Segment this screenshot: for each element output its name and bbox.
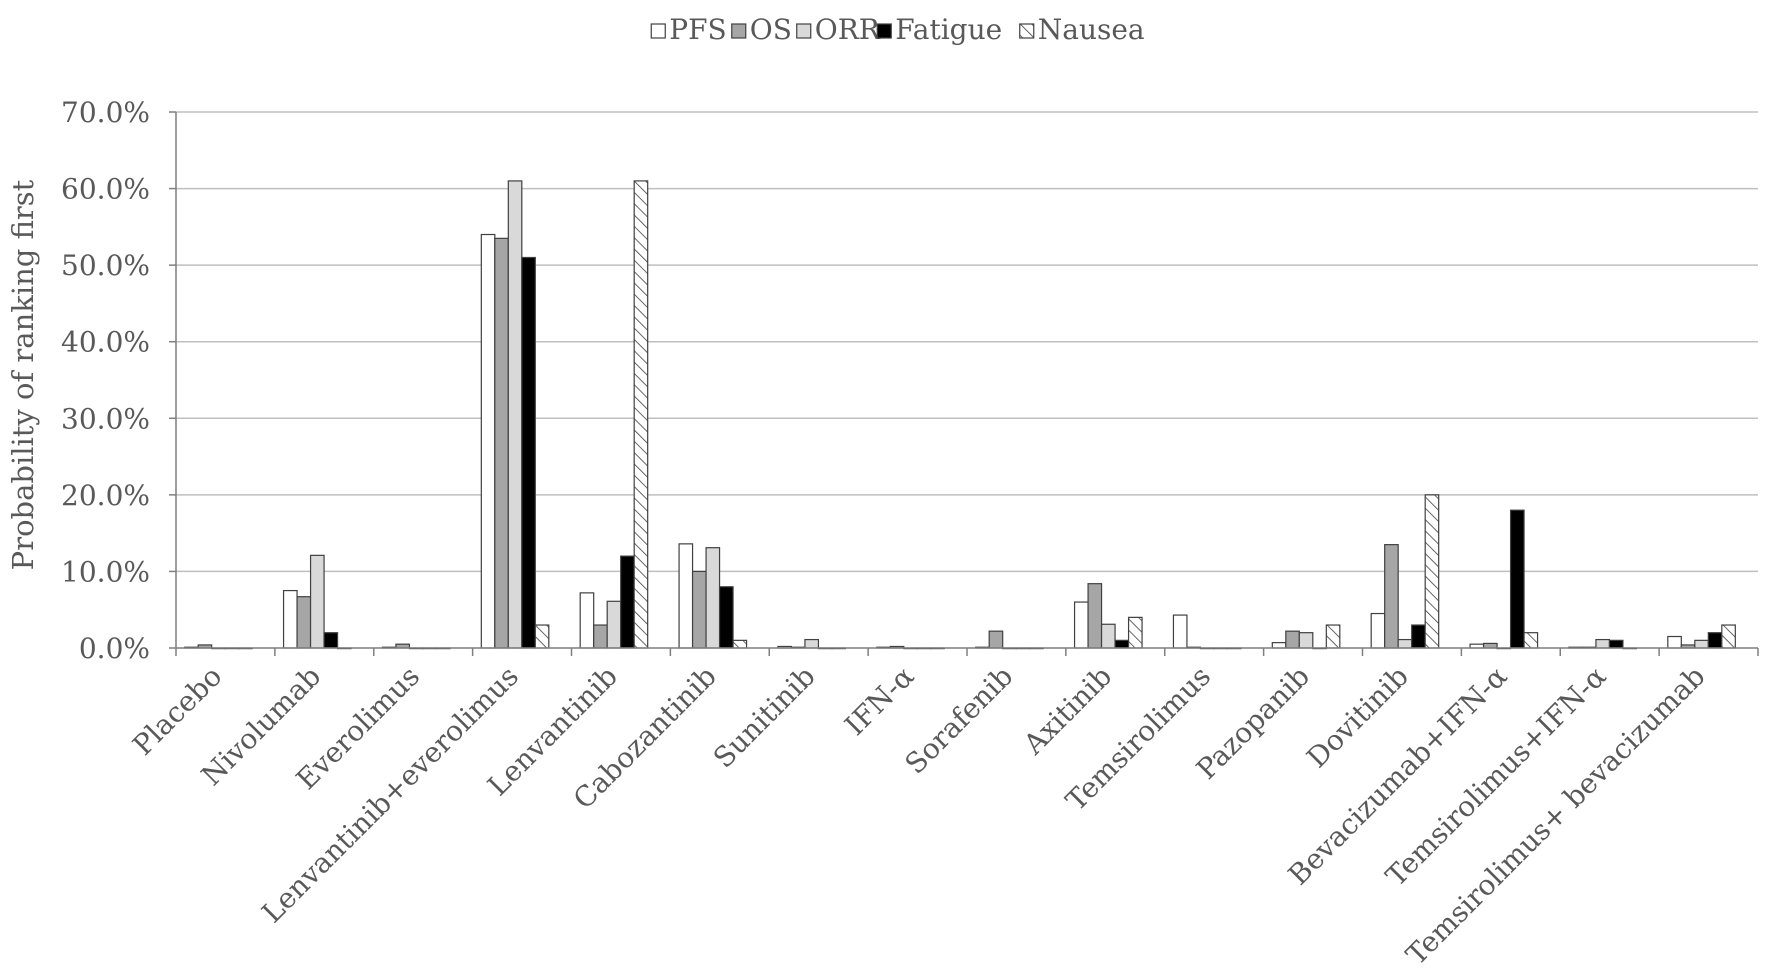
y-tick-label: 20.0% [61,479,150,512]
bar-fatigue-1 [323,632,339,649]
x-tick-label: IFN-α [838,660,920,742]
x-tick-label: Placebo [126,660,228,762]
bar-pfs-10 [1172,614,1188,649]
bar-os-11 [1285,630,1300,649]
bar-fatigue-14 [1608,639,1624,649]
bar-pfs-9 [1073,601,1089,649]
y-tick-label: 40.0% [61,326,150,359]
bar-pfs-4 [579,592,595,649]
legend: PFS OS ORR Fatigue Nausea [650,13,1145,46]
axes: 0.0% 10.0% 20.0% 30.0% 40.0% 50.0% 60.0% 70.0% P… [61,96,1759,971]
legend-swatch-pfs [650,23,666,39]
bar-fatigue-4 [620,555,635,649]
bar-fatigue-13 [1509,509,1525,649]
bar-pfs-1 [282,589,298,649]
grid-lines [176,111,1758,573]
bar-orr-15 [1694,639,1709,649]
legend-swatch-fatigue [876,23,892,39]
bar-os-3 [494,237,509,649]
bar-orr-3 [507,180,523,649]
bar-orr-1 [309,554,325,649]
y-tick-label: 70.0% [61,96,150,129]
y-tick-label: 60.0% [61,173,150,206]
bar-pfs-11 [1271,642,1287,649]
bar-nausea-15 [1721,624,1736,649]
bar-nausea-3 [534,624,550,649]
legend-swatch-orr [796,23,812,39]
bars [184,180,1736,650]
bar-pfs-3 [480,233,496,649]
bar-fatigue-5 [718,586,734,649]
bar-nausea-13 [1523,632,1539,649]
bar-fatigue-15 [1707,632,1723,649]
bar-orr-4 [606,600,622,649]
bar-orr-12 [1397,638,1413,649]
legend-label-nausea: Nausea [1038,13,1145,46]
legend-label-pfs: PFS [669,13,726,46]
bar-nausea-12 [1424,494,1440,649]
bar-nausea-9 [1127,616,1143,649]
y-tick-label: 0.0% [79,632,150,665]
bar-nausea-5 [732,639,748,649]
bar-nausea-11 [1325,624,1341,649]
legend-swatch-nausea [1019,23,1035,39]
bar-fatigue-3 [521,256,536,649]
bar-orr-5 [705,547,721,649]
bar-os-4 [593,624,608,649]
bar-nausea-4 [633,180,649,649]
y-axis-title: Probability of ranking first [6,179,40,570]
bar-os-1 [296,596,312,649]
legend-label-orr: ORR [815,13,881,46]
legend-label-os: OS [750,13,792,46]
bar-orr-14 [1595,638,1611,649]
bar-os-12 [1384,544,1399,649]
x-tick-label: Sorafenib [898,660,1019,781]
x-tick-label: Axitinib [1016,660,1118,762]
bar-os-5 [691,570,707,649]
bar-orr-11 [1298,632,1314,649]
y-tick-label: 10.0% [61,555,150,588]
bar-pfs-15 [1667,635,1682,649]
legend-swatch-os [731,23,747,39]
bar-fatigue-9 [1114,639,1130,649]
x-tick-label: Sunitinib [707,660,822,775]
y-tick-label: 30.0% [61,402,150,435]
bar-pfs-12 [1370,612,1386,649]
bar-fatigue-12 [1411,624,1426,649]
bar-os-9 [1087,583,1103,649]
bar-os-8 [988,630,1004,649]
bar-orr-9 [1100,623,1116,649]
y-tick-label: 50.0% [61,249,150,282]
legend-label-fatigue: Fatigue [895,13,1002,46]
bar-orr-6 [804,638,820,649]
bar-pfs-5 [678,543,694,649]
